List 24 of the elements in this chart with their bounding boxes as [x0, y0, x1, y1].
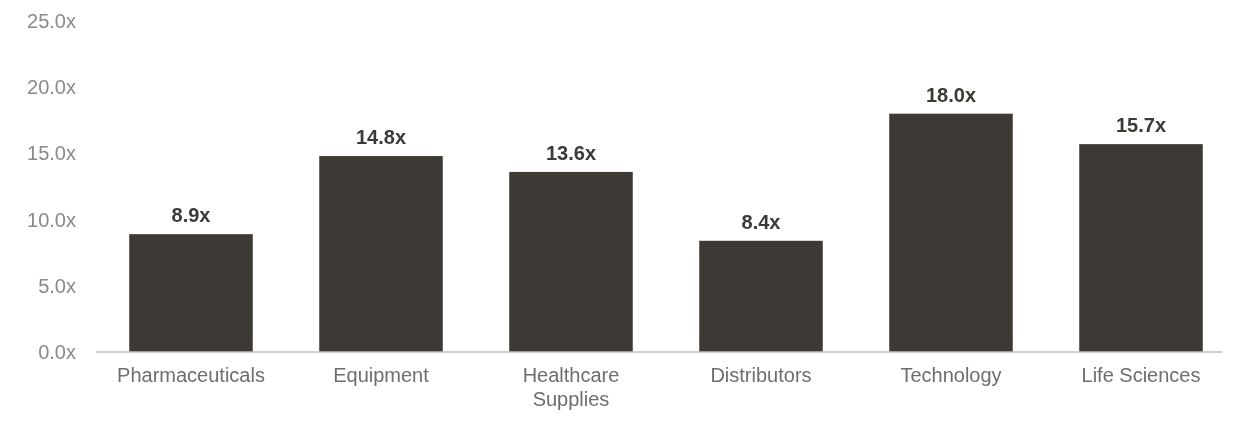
y-tick-label: 0.0x — [38, 341, 76, 363]
x-tick-label: Pharmaceuticals — [117, 364, 265, 386]
x-tick-label: Equipment — [333, 364, 430, 386]
data-label: 14.8x — [355, 126, 407, 149]
bar — [889, 113, 1013, 352]
bar — [509, 171, 633, 352]
y-tick-label: 10.0x — [27, 208, 76, 231]
bar — [1079, 144, 1203, 352]
y-tick-label: 20.0x — [27, 76, 76, 99]
bar — [699, 240, 823, 352]
data-label: 15.7x — [1115, 114, 1167, 137]
y-tick-label: 5.0x — [38, 274, 76, 297]
x-tick-label: Technology — [900, 364, 1002, 386]
x-tick-label: Distributors — [710, 364, 812, 386]
x-tick-label: Healthcare Supplies — [522, 364, 620, 410]
bar — [129, 234, 253, 352]
x-tick-label: Life Sciences — [1081, 364, 1201, 386]
data-label: 13.6x — [545, 141, 597, 164]
data-label: 18.0x — [925, 83, 977, 106]
data-label: 8.4x — [741, 210, 781, 233]
y-tick-label: 15.0x — [27, 142, 76, 165]
y-tick-label: 25.0x — [27, 10, 76, 32]
data-label: 8.9x — [171, 204, 211, 227]
bar — [319, 156, 443, 352]
